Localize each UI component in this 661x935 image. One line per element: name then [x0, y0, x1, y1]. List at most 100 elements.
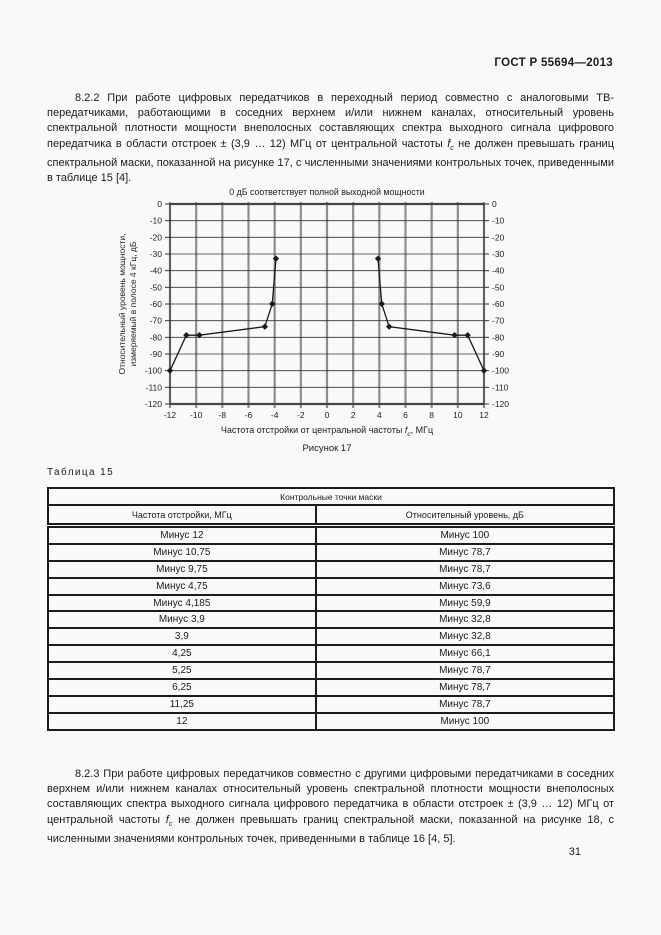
table-cell: 3,9 [47, 627, 317, 647]
column-header-frequency: Частота отстройки, МГц [47, 504, 317, 528]
svg-text:-70: -70 [492, 316, 505, 326]
table-header-row: Частота отстройки, МГц Относительный уро… [47, 504, 616, 528]
svg-text:-12: -12 [164, 410, 177, 420]
svg-text:10: 10 [453, 410, 463, 420]
y-axis-label: Относительный уровень мощности, измеряем… [117, 194, 141, 414]
document-header-title: ГОСТ Р 55694—2013 [494, 57, 613, 69]
svg-text:6: 6 [403, 410, 408, 420]
x-axis-label: Частота отстройки от центральной частоты… [115, 425, 539, 438]
svg-text:-100: -100 [145, 366, 162, 376]
paragraph-8-2-2: 8.2.2 При работе цифровых передатчиков в… [47, 91, 614, 186]
table-cell: Минус 12 [47, 524, 317, 545]
svg-text:-90: -90 [492, 349, 505, 359]
paragraph-text: 8.2.3 При работе цифровых передатчиков с… [47, 768, 614, 826]
table-cell: Минус 32,8 [314, 610, 616, 630]
svg-text:-50: -50 [492, 282, 505, 292]
table-cell: Минус 78,7 [314, 694, 616, 714]
table-title-row: Контрольные точки маски [47, 487, 615, 506]
svg-text:-60: -60 [150, 299, 163, 309]
table-cell: Минус 66,1 [314, 644, 616, 664]
table-cell: Минус 9,75 [47, 559, 317, 579]
table-row: Минус 4,75 Минус 73,6 [47, 576, 616, 596]
table-cell: Минус 100 [314, 711, 616, 731]
table-row: Минус 3,9 Минус 32,8 [47, 610, 616, 630]
table-cell: Минус 78,7 [314, 542, 616, 562]
svg-text:0: 0 [492, 199, 497, 209]
svg-text:0: 0 [325, 410, 330, 420]
fc-symbol: f [404, 425, 408, 435]
fc-symbol: f [165, 813, 169, 826]
table-cell: Минус 59,9 [314, 593, 616, 613]
paragraph-text: 8.2.2 При работе цифровых передатчиков в… [47, 92, 614, 150]
table-cell: 4,25 [47, 644, 317, 664]
table-row: Минус 12 Минус 100 [47, 524, 616, 545]
fc-symbol: f [447, 137, 451, 150]
y-axis-label-line2: измеряемый в полосе 4 кГц, дБ [128, 241, 138, 367]
control-points-table: Контрольные точки маски Частота отстройк… [47, 487, 616, 731]
y-axis-label-line1: Относительный уровень мощности, [117, 233, 127, 375]
table-cell: Минус 4,75 [47, 576, 317, 596]
svg-text:4: 4 [377, 410, 382, 420]
table-cell: Минус 78,7 [314, 678, 616, 697]
svg-text:-4: -4 [271, 410, 279, 420]
svg-text:-20: -20 [492, 232, 505, 242]
svg-text:-80: -80 [150, 332, 163, 342]
svg-text:-8: -8 [219, 410, 227, 420]
table-cell: Минус 78,7 [314, 559, 616, 579]
svg-text:-120: -120 [492, 399, 509, 409]
fc-subscript: с [407, 430, 411, 438]
svg-text:-80: -80 [492, 332, 505, 342]
x-axis-label-text: Частота отстройки от центральной частоты [220, 425, 405, 435]
svg-text:-10: -10 [190, 410, 203, 420]
spectral-mask-chart: 0 0-10 -10-20 -20-30 -30-40 -40-50 -50-60 -60-7… [145, 187, 509, 420]
svg-text:-40: -40 [492, 266, 505, 276]
table-cell: Минус 4,185 [47, 593, 317, 613]
svg-text:-6: -6 [245, 410, 253, 420]
table-row: Минус 4,185 Минус 59,9 [47, 593, 616, 613]
paragraph-text: не должен превышать границ спектральной … [47, 813, 614, 845]
table-row: 6,25 Минус 78,7 [47, 678, 616, 697]
fc-subscript: с [450, 144, 454, 152]
table-cell: 11,25 [47, 694, 317, 714]
table-row: Минус 10,75 Минус 78,7 [47, 542, 616, 562]
svg-text:-70: -70 [150, 316, 163, 326]
svg-text:-30: -30 [150, 249, 163, 259]
svg-text:-60: -60 [492, 299, 505, 309]
svg-text:0: 0 [157, 199, 162, 209]
table-cell: Минус 73,6 [314, 576, 616, 596]
paragraph-8-2-3: 8.2.3 При работе цифровых передатчиков с… [47, 767, 614, 847]
svg-text:-20: -20 [150, 232, 163, 242]
svg-text:-40: -40 [150, 266, 163, 276]
svg-text:-110: -110 [146, 382, 163, 392]
table-row: Минус 9,75 Минус 78,7 [47, 559, 616, 579]
table-cell: Минус 100 [314, 524, 616, 545]
table-row: 12 Минус 100 [47, 711, 616, 731]
svg-text:-120: -120 [145, 399, 162, 409]
table-body: Минус 12 Минус 100 Минус 10,75 Минус 78,7 Ми… [47, 524, 616, 731]
page-number: 31 [568, 846, 581, 858]
svg-text:-10: -10 [492, 216, 505, 226]
svg-text:-10: -10 [150, 216, 163, 226]
table-cell: Минус 32,8 [314, 627, 616, 647]
table-label: Таблица 15 [47, 467, 115, 478]
figure-caption: Рисунок 17 [302, 443, 352, 454]
table-cell: 6,25 [47, 678, 317, 697]
paragraph-text: не должен превышать границ спектральной … [47, 137, 614, 185]
svg-text:-2: -2 [297, 410, 305, 420]
table-cell: 12 [47, 711, 317, 731]
svg-text:-50: -50 [150, 282, 163, 292]
svg-text:2: 2 [351, 410, 356, 420]
table-row: 4,25 Минус 66,1 [47, 644, 616, 664]
table-row: 3,9 Минус 32,8 [47, 627, 616, 647]
svg-text:0 дБ соответствует полной выхо: 0 дБ соответствует полной выходной мощно… [229, 187, 424, 197]
table-cell: Минус 78,7 [314, 661, 616, 681]
column-header-level: Относительный уровень, дБ [314, 504, 616, 528]
svg-text:-110: -110 [492, 382, 509, 392]
svg-text:8: 8 [429, 410, 434, 420]
table-cell: Минус 10,75 [47, 542, 317, 562]
svg-text:-90: -90 [150, 349, 163, 359]
x-axis-label-text: , МГц [410, 425, 434, 435]
table-row: 5,25 Минус 78,7 [47, 661, 616, 681]
table-title: Контрольные точки маски [47, 487, 615, 506]
